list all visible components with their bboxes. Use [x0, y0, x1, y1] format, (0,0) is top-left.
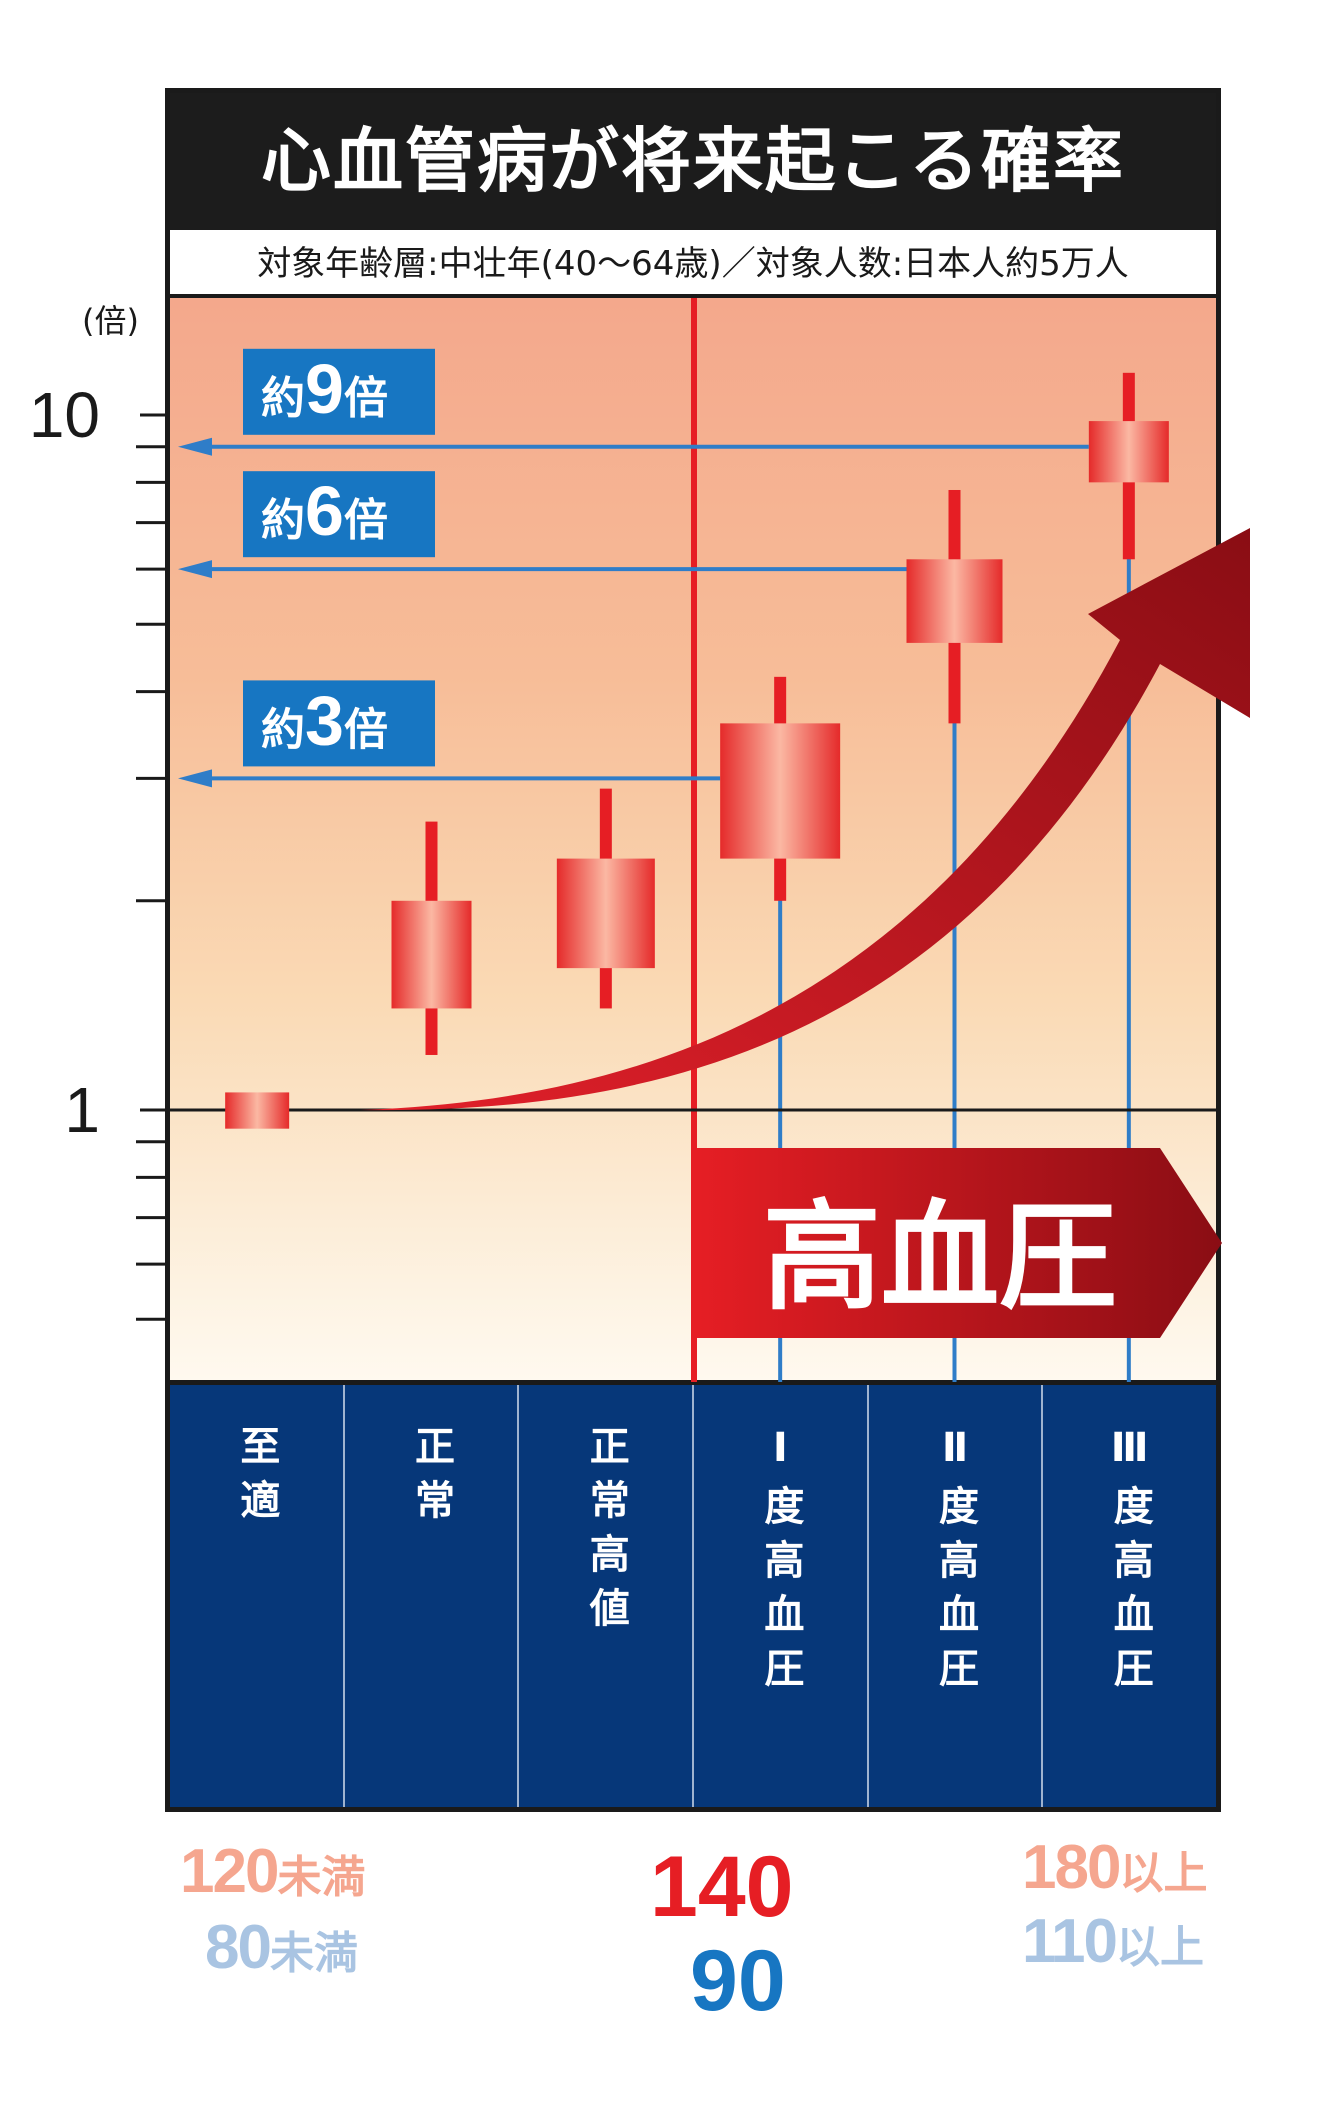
category-label: Ⅲ度高血圧	[1106, 1425, 1153, 1701]
hypertension-label: 高血圧	[763, 1192, 1117, 1324]
bp-low-systolic: 120未満	[180, 1837, 366, 1906]
candle-box	[391, 900, 472, 1009]
bp-high-systolic: 180以上	[1022, 1833, 1208, 1902]
chart-title: 心血管病が将来起こる確率	[170, 93, 1216, 230]
bp-threshold-diastolic: 90	[690, 1933, 786, 2029]
callout-text: 約3倍	[261, 681, 388, 759]
bp-threshold-systolic: 140	[650, 1839, 794, 1935]
candle-box	[720, 723, 841, 859]
y-tick-label: 10	[29, 379, 100, 451]
candle-box	[225, 1092, 290, 1129]
category-label: 至適	[170, 1385, 345, 1807]
y-tick-label: 1	[64, 1074, 100, 1146]
candle-box	[1088, 421, 1169, 483]
trend-arrow	[360, 528, 1250, 1111]
candle-box	[906, 559, 1003, 643]
category-label: Ⅱ度高血圧	[869, 1385, 1044, 1807]
chart-subtitle: 対象年齢層:中壮年(40〜64歳)／対象人数:日本人約5万人	[170, 230, 1216, 298]
category-label: 正常高値	[519, 1385, 695, 1807]
category-panel: 至適 正常 正常高値 Ⅰ度高血圧 Ⅱ度高血圧 Ⅲ度高血圧	[170, 1385, 1216, 1807]
callout-text: 約6倍	[261, 472, 388, 550]
callout-arrowhead	[178, 560, 212, 579]
callout-box	[243, 471, 435, 558]
callout-box	[243, 680, 435, 767]
bp-low-diastolic: 80未満	[205, 1913, 358, 1982]
hypertension-banner	[694, 1148, 1222, 1338]
bp-high-diastolic: 110以上	[1022, 1907, 1205, 1976]
y-unit-label: (倍)	[82, 302, 139, 340]
callout-arrowhead	[178, 437, 212, 456]
candle-box	[556, 858, 655, 969]
category-label: Ⅰ度高血圧	[694, 1385, 869, 1807]
callout-text: 約9倍	[261, 350, 388, 428]
callout-box	[243, 348, 435, 435]
callout-arrowhead	[178, 769, 212, 788]
category-label: 正常	[345, 1385, 520, 1807]
